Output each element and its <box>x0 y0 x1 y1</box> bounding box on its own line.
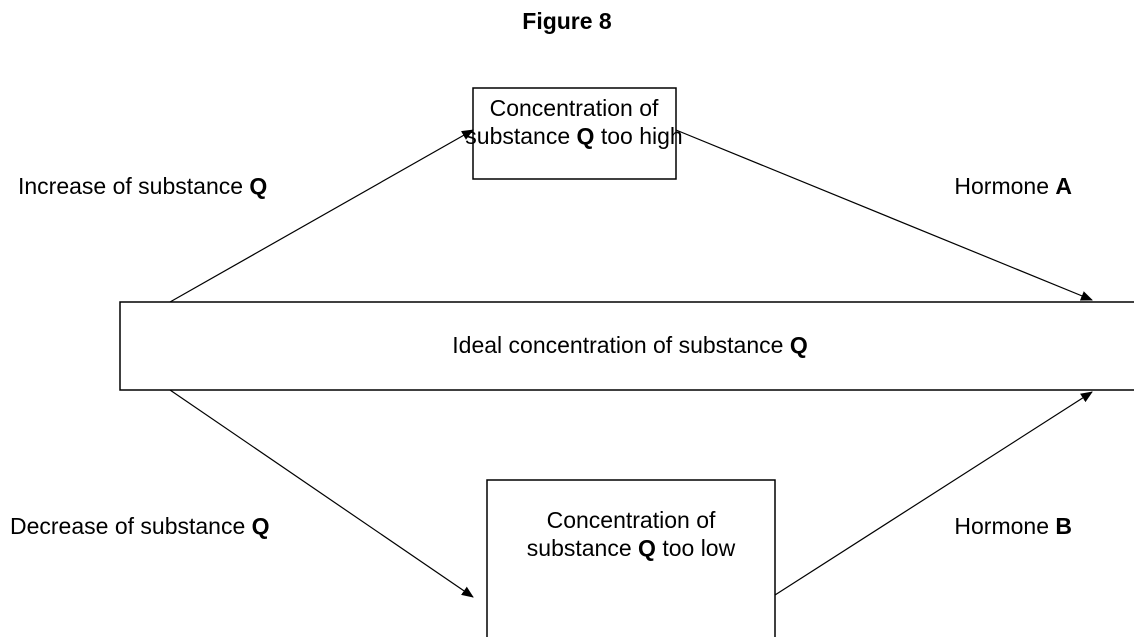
text-run: substance <box>527 535 638 561</box>
figure-title: Figure 8 <box>522 8 612 34</box>
label-text: Concentration of <box>547 507 716 533</box>
text-run: Q <box>790 332 808 358</box>
text-run: too low <box>656 535 736 561</box>
edge-arrow <box>675 129 1093 301</box>
text-run: too high <box>594 123 682 149</box>
label-text: Hormone A <box>954 173 1072 199</box>
edge-arrow <box>774 391 1093 596</box>
edge-arrow <box>169 129 474 303</box>
node-box <box>119 301 1134 391</box>
edge-arrow <box>169 389 474 598</box>
text-run: substance <box>465 123 576 149</box>
label-text: substance Q too high <box>465 123 682 149</box>
text-run: Decrease of substance <box>10 513 252 539</box>
text-run: Hormone <box>954 513 1055 539</box>
label-text: Ideal concentration of substance Q <box>452 332 807 358</box>
label-text: substance Q too low <box>527 535 736 561</box>
text-run: Q <box>638 535 656 561</box>
text-run: Concentration of <box>547 507 716 533</box>
label-text: Hormone B <box>954 513 1072 539</box>
text-run: Q <box>577 123 595 149</box>
label-text: Concentration of <box>490 95 659 121</box>
text-run: Ideal concentration of substance <box>452 332 790 358</box>
text-run: A <box>1055 173 1072 199</box>
text-run: Concentration of <box>490 95 659 121</box>
label-text: Increase of substance Q <box>18 173 267 199</box>
node-box <box>486 479 776 637</box>
text-run: Hormone <box>954 173 1055 199</box>
label-text: Decrease of substance Q <box>10 513 270 539</box>
node-box <box>472 87 677 180</box>
text-run: Q <box>249 173 267 199</box>
text-run: B <box>1055 513 1072 539</box>
text-run: Q <box>252 513 270 539</box>
text-run: Increase of substance <box>18 173 249 199</box>
